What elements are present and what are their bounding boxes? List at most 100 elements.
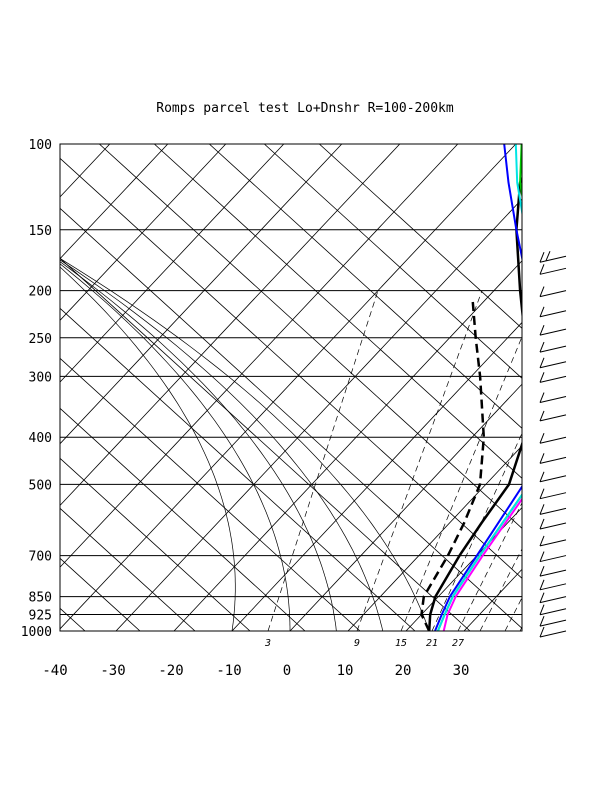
wind-barb [539, 267, 567, 275]
wind-barb-flag [539, 615, 545, 627]
wind-barb [539, 569, 567, 577]
wind-barb-flag [539, 579, 545, 590]
profile-series-1 [420, 300, 486, 631]
profile-series-4 [436, 144, 522, 631]
temperature-tick-label: 30 [453, 663, 470, 679]
temperature-tick-label: 10 [337, 663, 354, 679]
wind-barb-flag [545, 251, 551, 261]
wind-barb-flag [539, 341, 545, 353]
wind-barb [539, 255, 567, 263]
pressure-tick-label: 400 [29, 431, 52, 446]
wind-barb [539, 608, 567, 616]
profile-series-0 [427, 175, 522, 631]
isotherm-line [60, 144, 343, 445]
wind-barb-flag [539, 306, 545, 317]
temperature-tick-label: -10 [216, 663, 241, 679]
wind-barb [539, 630, 567, 638]
mixing-ratio-line [400, 335, 522, 631]
wind-barb [539, 539, 567, 547]
wind-barb [539, 436, 567, 444]
wind-barb-flag [539, 252, 545, 263]
wind-barb-flag [539, 592, 545, 603]
wind-barb-flag [539, 286, 545, 297]
wind-barb-flag [539, 433, 545, 444]
mixing-ratio-line [267, 290, 379, 631]
chart-title: Romps parcel test Lo+Dnshr R=100-200km [156, 101, 454, 116]
wind-barb [539, 290, 567, 298]
wind-barb [539, 328, 567, 336]
isotherm-line [60, 144, 169, 260]
dry-adiabat-line [264, 144, 522, 379]
dry-adiabat-line [319, 144, 522, 329]
isotherm-line [347, 445, 522, 631]
wind-barb-flag [539, 410, 545, 422]
pressure-tick-label: 850 [29, 591, 52, 606]
wind-barb [539, 414, 567, 422]
wind-barb-flag [539, 324, 545, 336]
moist-adiabat-curve [60, 259, 384, 631]
temperature-tick-label: -30 [100, 663, 125, 679]
wind-barb [539, 310, 567, 318]
wind-barb-flag [539, 264, 545, 275]
mixing-ratio-label: 15 [395, 638, 407, 649]
wind-barb-flag [539, 471, 545, 482]
profile-series-2 [434, 144, 522, 631]
wind-barbs [539, 251, 567, 638]
dry-adiabat-line [60, 307, 416, 631]
moist-adiabat-curve [60, 263, 291, 631]
dry-adiabat-line [209, 144, 522, 429]
series-layer [420, 144, 522, 631]
pressure-tick-label: 1000 [21, 625, 52, 640]
isotherm-line [60, 144, 111, 198]
wind-barb-flag [539, 551, 545, 562]
wind-barb [539, 375, 567, 383]
pressure-tick-label: 925 [29, 609, 52, 624]
dry-adiabat-line [60, 157, 522, 579]
mixing-ratio-line [519, 626, 522, 631]
mixing-ratio-line [356, 290, 483, 631]
mixing-ratio-label: 21 [426, 638, 438, 649]
wind-barb-flag [539, 518, 545, 530]
isotherm-line [231, 321, 522, 631]
pressure-tick-label: 100 [29, 138, 52, 153]
isotherm-line [60, 144, 517, 630]
dry-adiabat-line [60, 207, 522, 629]
dry-adiabat-line [60, 407, 306, 631]
isotherm-line [521, 630, 522, 631]
wind-barb [539, 596, 567, 604]
wind-barb [539, 492, 567, 500]
wind-barb [539, 475, 567, 483]
isotherm-line [60, 144, 227, 321]
wind-barb-flag [539, 357, 545, 368]
dry-adiabat-line [60, 357, 361, 631]
isotherm-line [463, 568, 522, 631]
wind-barb-flag [539, 535, 545, 547]
wind-barb-flag [539, 453, 545, 464]
pressure-tick-label: 500 [29, 478, 52, 493]
wind-barb-flag [539, 504, 545, 515]
isotherm-line [115, 198, 522, 631]
isotherm-line [580, 144, 612, 631]
profile-series-5 [442, 497, 522, 631]
wind-barb-flag [539, 604, 545, 615]
wind-barb [539, 507, 567, 515]
moist-adiabat-curve [60, 261, 337, 631]
isotherm-line [60, 144, 285, 383]
isotherm-line [289, 383, 522, 631]
isotherm-line [173, 260, 522, 631]
wind-barb [539, 456, 567, 464]
wind-barb [539, 522, 567, 530]
temperature-tick-label: -20 [158, 663, 183, 679]
wind-barb-flag [539, 626, 545, 638]
isotherm-line [60, 144, 401, 507]
background-lines [60, 144, 612, 631]
temperature-tick-label: -40 [42, 663, 67, 679]
mixing-ratio-line [431, 432, 522, 631]
wind-barb [539, 345, 567, 353]
mixing-ratio-labels: 3 9 15 21 27 [264, 638, 464, 649]
isotherm-line [405, 507, 522, 631]
wind-barb-flag [539, 392, 545, 403]
temperature-tick-label: 0 [283, 663, 291, 679]
